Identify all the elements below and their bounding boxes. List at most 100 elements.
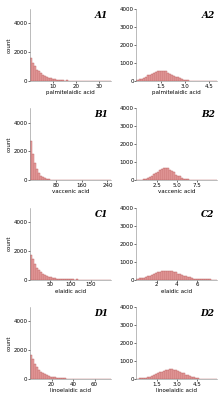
Bar	[138, 278, 140, 280]
Bar	[136, 279, 138, 280]
Text: D2: D2	[201, 309, 215, 318]
Bar	[171, 271, 173, 280]
Bar	[191, 377, 193, 379]
Bar	[153, 274, 155, 280]
Bar	[155, 72, 157, 81]
Bar	[30, 255, 32, 280]
Bar	[142, 179, 144, 180]
Bar	[185, 80, 187, 81]
Bar	[161, 169, 163, 180]
Bar	[177, 274, 179, 280]
Bar	[56, 279, 58, 280]
Bar	[161, 372, 163, 379]
Bar	[179, 176, 181, 180]
Bar	[38, 370, 40, 379]
Bar	[44, 276, 46, 280]
Bar	[171, 370, 173, 379]
Bar	[173, 172, 175, 180]
Text: A2: A2	[201, 11, 215, 20]
Bar	[157, 272, 159, 280]
Bar	[171, 75, 173, 81]
Text: C2: C2	[201, 210, 215, 219]
Bar	[181, 373, 183, 379]
Bar	[183, 373, 185, 379]
Bar	[58, 378, 60, 379]
Bar	[50, 78, 52, 81]
Bar	[62, 80, 64, 81]
Bar	[36, 168, 38, 180]
Bar	[151, 176, 153, 180]
Bar	[46, 179, 48, 180]
Bar	[167, 270, 169, 280]
Bar	[149, 377, 151, 379]
Bar	[62, 378, 64, 379]
Bar	[173, 370, 175, 379]
X-axis label: palmitelaidic acid: palmitelaidic acid	[152, 90, 201, 95]
Text: A1: A1	[95, 11, 108, 20]
Bar	[140, 378, 142, 379]
Bar	[167, 168, 169, 180]
Bar	[157, 373, 159, 379]
Bar	[144, 278, 146, 280]
Bar	[159, 170, 161, 180]
Bar	[34, 66, 36, 81]
Bar	[169, 170, 171, 180]
Y-axis label: count: count	[7, 335, 12, 351]
Bar	[165, 272, 167, 280]
Bar	[173, 76, 175, 81]
Bar	[181, 178, 183, 180]
Bar	[159, 372, 161, 379]
Bar	[171, 171, 173, 180]
X-axis label: elaidic acid: elaidic acid	[55, 289, 86, 294]
Bar	[40, 372, 42, 379]
Bar	[144, 179, 146, 180]
Bar	[181, 79, 183, 81]
Bar	[144, 77, 146, 81]
Bar	[183, 179, 185, 180]
Bar	[68, 80, 70, 81]
Bar	[191, 278, 193, 280]
Bar	[195, 378, 197, 379]
Bar	[140, 278, 142, 280]
Bar	[163, 271, 165, 280]
Bar	[34, 163, 36, 180]
Bar	[187, 277, 189, 280]
Bar	[58, 279, 60, 280]
Text: C1: C1	[95, 210, 108, 219]
Bar	[142, 378, 144, 379]
Bar	[151, 376, 153, 379]
Bar	[54, 278, 56, 280]
Bar	[46, 77, 48, 81]
Bar	[159, 70, 161, 81]
Bar	[183, 80, 185, 81]
Bar	[161, 271, 163, 280]
Bar	[163, 168, 165, 180]
Bar	[149, 75, 151, 81]
Bar	[183, 276, 185, 280]
X-axis label: linoelaidic acid: linoelaidic acid	[50, 388, 91, 393]
Bar	[193, 278, 195, 280]
X-axis label: vaccenic acid: vaccenic acid	[158, 190, 196, 194]
Bar	[30, 58, 32, 81]
Y-axis label: count: count	[7, 236, 12, 251]
Bar	[187, 376, 189, 379]
Bar	[30, 355, 32, 379]
Bar	[167, 370, 169, 379]
Bar	[60, 279, 62, 280]
Bar	[157, 172, 159, 180]
X-axis label: palmitelaidic acid: palmitelaidic acid	[46, 90, 95, 95]
Bar	[197, 378, 199, 379]
Bar	[64, 378, 66, 379]
Text: B1: B1	[94, 110, 108, 120]
Bar	[163, 71, 165, 81]
Bar	[42, 75, 44, 81]
Bar	[142, 278, 144, 280]
Bar	[52, 79, 54, 81]
Bar	[179, 274, 181, 280]
Bar	[56, 378, 58, 379]
Bar	[40, 73, 42, 81]
Bar	[165, 168, 167, 180]
Bar	[153, 375, 155, 379]
Bar	[144, 378, 146, 379]
Bar	[197, 279, 199, 280]
